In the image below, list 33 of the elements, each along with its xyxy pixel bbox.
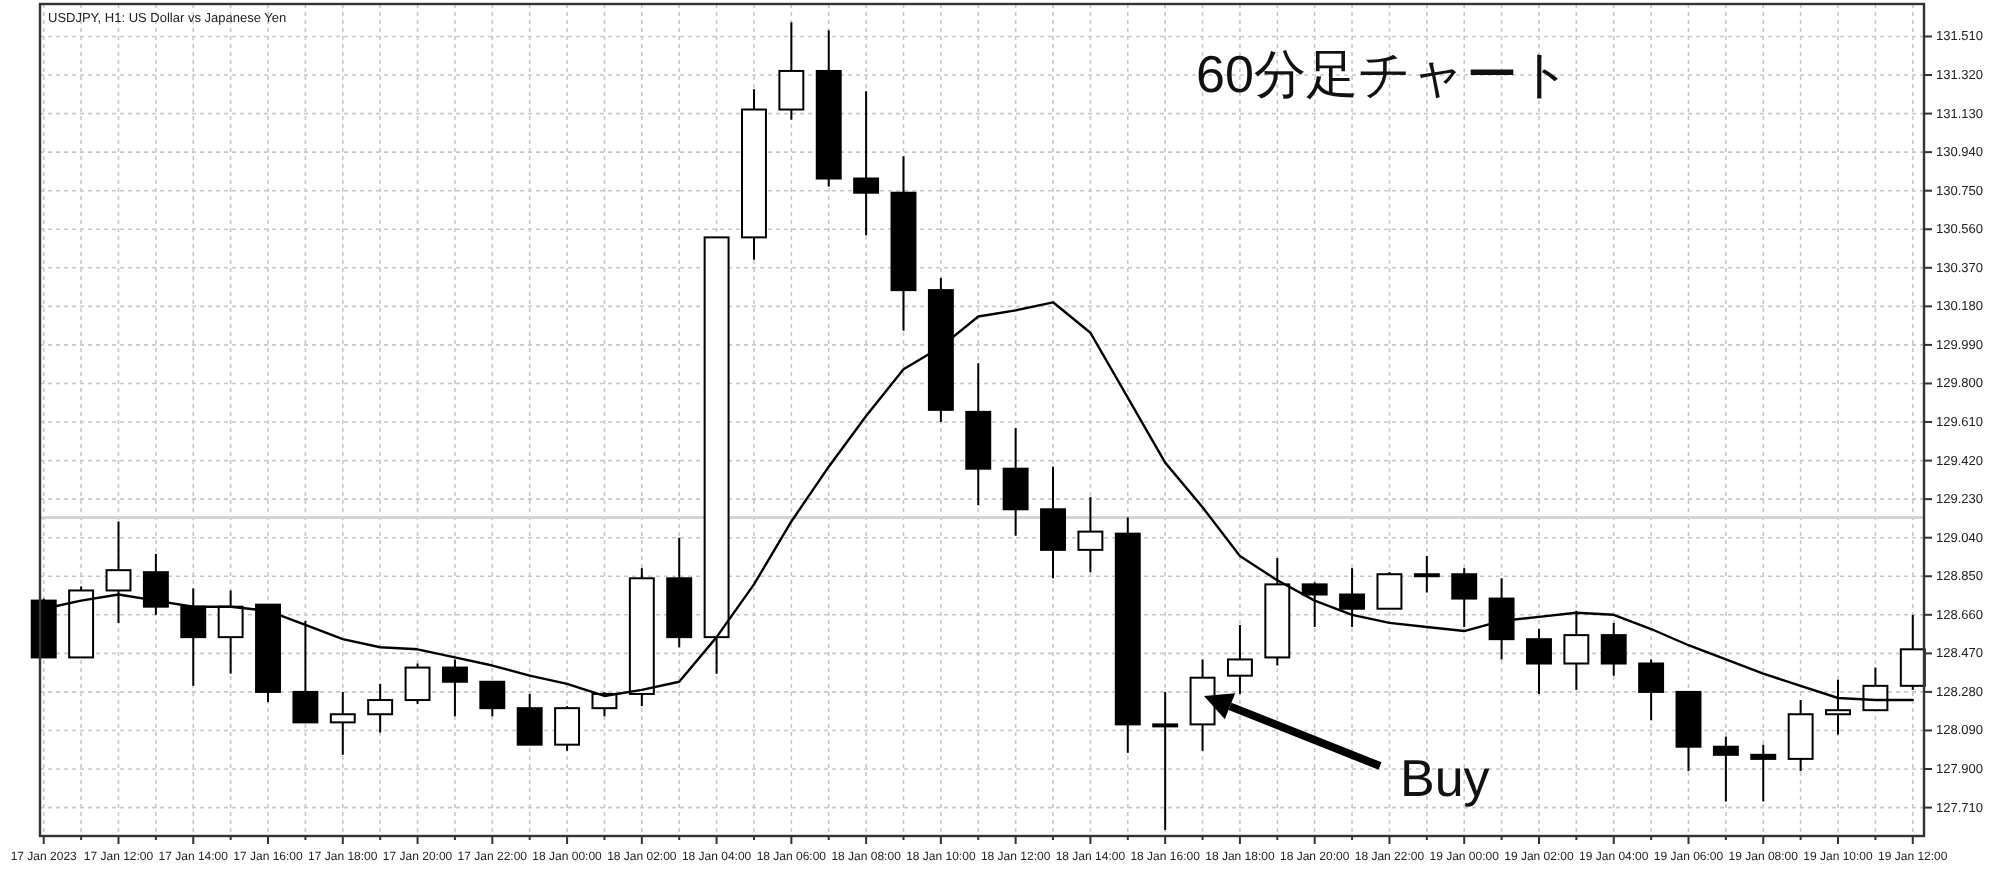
- candlestick: [1638, 658, 1665, 722]
- candlestick: [1488, 577, 1515, 661]
- candlestick: [1339, 567, 1366, 628]
- candlestick: [1376, 571, 1403, 610]
- candlestick: [1226, 623, 1253, 695]
- candlestick: [1787, 699, 1814, 773]
- annotation: 60分足チャート: [1196, 44, 1572, 104]
- candlestick: [516, 692, 543, 746]
- candlestick: [1189, 658, 1216, 752]
- candlestick: [1451, 567, 1478, 628]
- candlestick: [142, 552, 169, 616]
- candlestick: [778, 21, 805, 121]
- candlestick: [105, 520, 132, 624]
- candlestick: [1152, 690, 1179, 831]
- candlestick: [180, 587, 207, 687]
- candlestick: [1077, 496, 1104, 574]
- candlestick: [1002, 427, 1029, 537]
- candlestick: [1750, 743, 1777, 803]
- candlestick: [329, 690, 356, 756]
- candlestick: [1040, 465, 1066, 580]
- candlestick: [404, 662, 431, 706]
- candlestick: [1600, 621, 1627, 677]
- candlestick: [1563, 609, 1590, 691]
- annotation: Buy: [1400, 748, 1490, 808]
- candlestick: [1413, 554, 1440, 594]
- candlestick: [554, 705, 581, 752]
- candlestick: [217, 589, 244, 675]
- candlestick: [1712, 735, 1739, 803]
- candlestick: [479, 680, 506, 718]
- candlestick: [1301, 581, 1328, 628]
- candlestick: [367, 682, 394, 734]
- candlestick: [1526, 628, 1552, 695]
- candlestick: [853, 90, 880, 237]
